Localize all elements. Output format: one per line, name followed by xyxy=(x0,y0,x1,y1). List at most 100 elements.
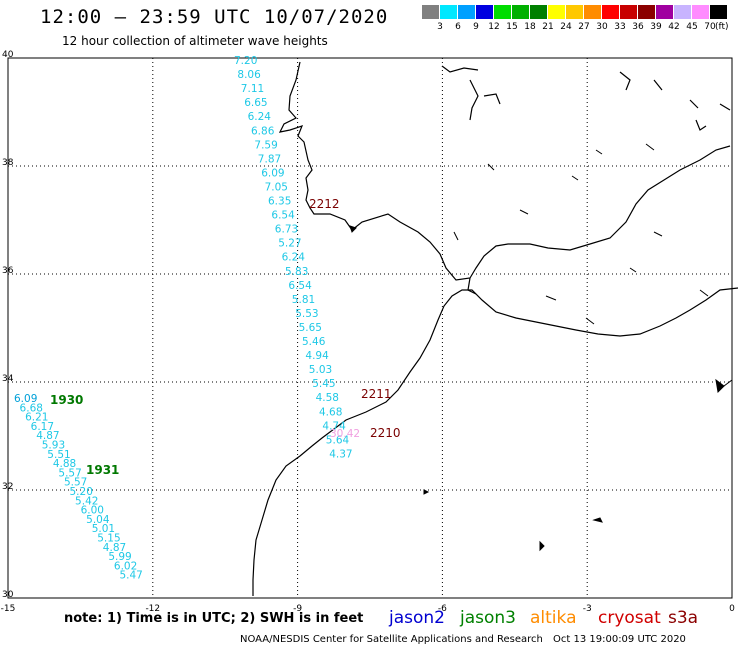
legend-label: 24 xyxy=(560,22,572,32)
legend-label: 42 xyxy=(668,22,680,32)
coastline-islands xyxy=(349,225,725,552)
legend-swatch xyxy=(566,5,583,19)
pass-time-label: 1931 xyxy=(86,463,119,477)
legend-label: 70 xyxy=(704,22,716,32)
legend-swatch xyxy=(548,5,565,19)
swh-value: 5.27 xyxy=(278,238,301,250)
swh-value: 5.83 xyxy=(285,266,308,278)
swh-value: 4.87 xyxy=(36,430,59,442)
satellite-name: jason2 xyxy=(389,608,445,628)
swh-value: 5.04 xyxy=(86,514,110,526)
legend-label: 39 xyxy=(650,22,662,32)
legend-label: 3 xyxy=(437,22,443,32)
swh-value: 4.68 xyxy=(319,406,342,418)
swh-value: 5.51 xyxy=(47,449,70,461)
swh-value: 5.57 xyxy=(64,477,87,489)
swh-value: 6.21 xyxy=(25,412,48,424)
swh-value: 6.65 xyxy=(244,97,267,109)
lat-tick-label: 30 xyxy=(2,590,14,600)
lat-tick-label: 36 xyxy=(2,266,14,276)
swh-value: 4.58 xyxy=(316,392,339,404)
swh-value: 5.64 xyxy=(326,434,350,446)
swh-value: 8.06 xyxy=(237,69,261,81)
swh-value: 6.86 xyxy=(251,125,275,137)
lat-tick-label: 32 xyxy=(2,482,13,492)
legend-swatch xyxy=(476,5,493,19)
satellite-name: altika xyxy=(530,608,577,628)
legend-label: 12 xyxy=(488,22,500,32)
legend-swatch xyxy=(620,5,637,19)
swh-value: 5.93 xyxy=(42,440,65,452)
legend-label: 45 xyxy=(686,22,698,32)
legend-unit: (ft) xyxy=(715,22,729,32)
lon-tick-label: -15 xyxy=(1,604,16,614)
axis-tick-labels: -15 -12 -9 -6 -3 0 40 38 36 34 32 30 xyxy=(1,50,735,614)
map-frame xyxy=(7,57,733,599)
legend-label: 6 xyxy=(455,22,461,32)
swh-value: 4.94 xyxy=(305,350,329,362)
swh-value: 7.87 xyxy=(258,153,281,165)
legend-label: 9 xyxy=(473,22,479,32)
coastline-iberia xyxy=(278,61,731,281)
swh-value: 7.20 xyxy=(234,55,257,67)
swh-value: 7.59 xyxy=(254,139,277,151)
lat-tick-label: 34 xyxy=(2,374,14,384)
legend-swatch xyxy=(584,5,601,19)
legend-swatch xyxy=(656,5,673,19)
coastline-fragments xyxy=(453,143,733,387)
lat-tick-label: 40 xyxy=(2,50,14,60)
swh-value: 5.03 xyxy=(309,364,332,376)
swh-value: 6.24 xyxy=(282,252,306,264)
swh-value: 6.73 xyxy=(275,224,298,236)
swh-value: 4.37 xyxy=(329,448,352,460)
legend-label: 27 xyxy=(578,22,590,32)
legend-swatch xyxy=(710,5,727,19)
swh-value: 7.05 xyxy=(265,181,288,193)
swh-value: 7.11 xyxy=(241,83,264,95)
legend-swatch xyxy=(422,5,439,19)
swh-value: 5.45 xyxy=(312,378,335,390)
legend-label: 30 xyxy=(596,22,608,32)
swh-value: 5.57 xyxy=(58,467,81,479)
swh-value: 6.09 xyxy=(261,167,284,179)
satellite-name: jason3 xyxy=(460,608,516,628)
map-title: 12:00 – 23:59 UTC 10/07/2020 xyxy=(40,6,389,28)
swh-value: 6.17 xyxy=(31,421,54,433)
pass-time-label: 2212 xyxy=(309,197,340,211)
legend-swatch xyxy=(494,5,511,19)
pass-time-label: 2211 xyxy=(361,387,392,401)
coastline-gibraltar xyxy=(467,277,477,295)
generated-timestamp: Oct 13 19:00:09 UTC 2020 xyxy=(553,634,686,645)
swh-value: 4.74 xyxy=(322,420,346,432)
swh-value: 4.88 xyxy=(53,458,76,470)
legend-label: 33 xyxy=(614,22,626,32)
legend-swatch xyxy=(674,5,691,19)
swh-value: 5.53 xyxy=(295,308,318,320)
swh-value: 6.54 xyxy=(271,210,295,222)
pass-time-label: 2210 xyxy=(370,426,401,440)
legend-swatch xyxy=(512,5,529,19)
coastline-north-africa xyxy=(252,287,739,596)
swh-value: 5.81 xyxy=(292,294,315,306)
satellite-name: cryosat xyxy=(598,608,661,628)
pass-time-labels: 2212 2211 2210 1930 1931 xyxy=(50,197,401,477)
swh-value: 5.65 xyxy=(299,322,322,334)
legend-swatch xyxy=(638,5,655,19)
lon-tick-label: -9 xyxy=(293,604,302,614)
lat-lon-grid xyxy=(7,57,733,599)
lon-tick-label: -12 xyxy=(145,604,160,614)
legend-swatch xyxy=(530,5,547,19)
swh-value: 5.99 xyxy=(108,551,131,563)
lon-tick-label: -6 xyxy=(438,604,447,614)
swh-value: 6.00 xyxy=(81,505,104,517)
satellite-name: s3a xyxy=(668,608,699,628)
legend-swatch xyxy=(458,5,475,19)
credit-text: NOAA/NESDIS Center for Satellite Applica… xyxy=(240,634,543,645)
swh-value-high: 30.42 xyxy=(330,428,360,440)
swh-value: 4.87 xyxy=(103,542,126,554)
swh-value: 5.42 xyxy=(75,495,98,507)
swh-value: 6.02 xyxy=(114,560,137,572)
lon-tick-label: 0 xyxy=(729,604,735,614)
legend-swatch xyxy=(602,5,619,19)
